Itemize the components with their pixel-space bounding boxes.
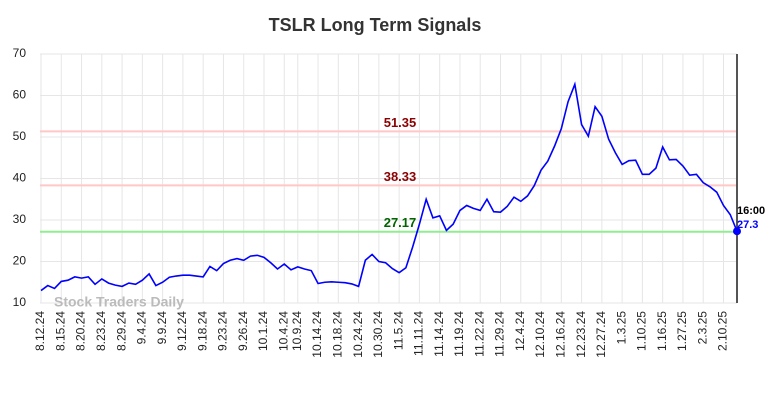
x-tick-label: 11.5.24 [391,311,405,350]
x-tick-label: 10.24.24 [351,311,365,358]
x-tick-label: 12.16.24 [553,311,567,358]
x-tick-label: 12.27.24 [594,311,608,358]
x-tick-label: 11.11.24 [412,311,426,356]
x-tick-label: 12.23.24 [574,311,588,358]
x-tick-label: 9.26.24 [236,311,250,351]
watermark: Stock Traders Daily [54,294,184,310]
x-tick-label: 10.18.24 [330,311,344,358]
x-tick-label: 11.14.24 [432,311,446,357]
x-tick-label: 9.23.24 [216,311,230,351]
x-tick-label: 8.15.24 [53,311,67,351]
y-tick-label: 60 [13,88,27,102]
x-tick-label: 12.10.24 [533,311,547,358]
annotation: 16:00 [737,205,765,217]
y-tick-label: 30 [13,212,27,226]
x-tick-label: 11.19.24 [452,311,466,357]
x-tick-label: 1.10.25 [635,311,649,351]
y-tick-label: 10 [13,295,27,309]
x-tick-label: 2.3.25 [695,311,709,345]
x-tick-label: 10.1.24 [256,311,270,351]
x-tick-label: 9.4.24 [135,311,149,345]
reference-label: 51.35 [384,115,417,130]
x-tick-label: 10.14.24 [310,311,324,358]
reference-label: 27.17 [384,215,417,230]
y-tick-label: 70 [13,46,27,60]
last-point [733,227,741,236]
x-tick-label: 8.23.24 [94,311,108,351]
x-tick-label: 11.22.24 [472,311,486,357]
x-tick-label: 11.29.24 [493,311,507,357]
x-tick-label: 10.30.24 [371,311,385,358]
x-tick-label: 8.29.24 [114,311,128,351]
last-value-label: 27.3 [737,219,758,231]
reference-label: 38.33 [384,169,417,184]
y-tick-label: 50 [13,129,27,143]
y-tick-label: 40 [13,171,27,185]
x-tick-label: 1.16.25 [655,311,669,351]
x-tick-label: 8.20.24 [74,311,88,351]
x-tick-label: 10.4.24 [276,311,290,351]
x-tick-label: 9.12.24 [175,311,189,351]
x-tick-label: 12.4.24 [513,311,527,351]
x-tick-label: 9.18.24 [195,311,209,351]
x-tick-label: 1.27.25 [675,311,689,351]
x-tick-label: 1.3.25 [614,311,628,345]
x-tick-label: 8.12.24 [33,311,47,351]
x-tick-label: 9.9.24 [155,311,169,345]
x-tick-label: 2.10.25 [716,311,730,351]
y-tick-label: 20 [13,254,27,268]
x-tick-label: 10.9.24 [290,311,304,351]
chart-title: TSLR Long Term Signals [269,15,482,35]
series-line [40,81,738,292]
